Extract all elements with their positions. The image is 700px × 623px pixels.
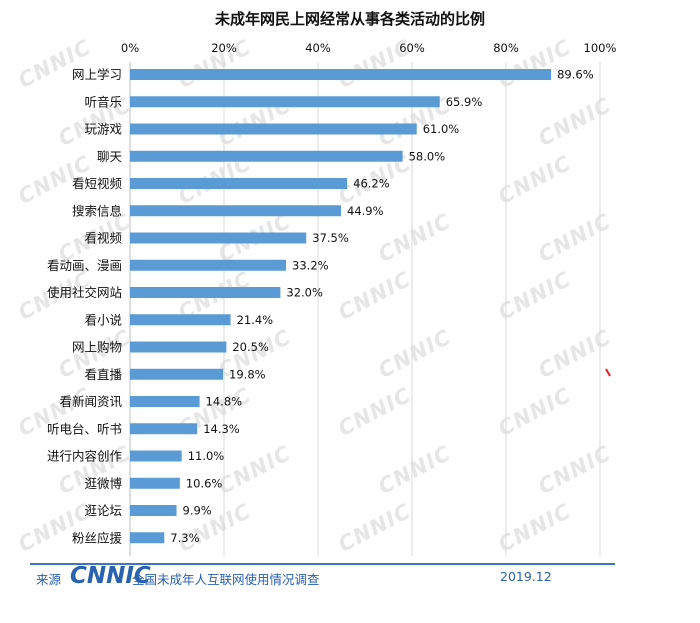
value-label: 61.0% [423, 122, 460, 136]
value-label: 89.6% [557, 68, 594, 82]
bar [130, 314, 231, 326]
value-label: 19.8% [229, 367, 266, 381]
x-tick-label: 40% [305, 41, 331, 55]
value-label: 44.9% [347, 204, 384, 218]
watermark-text: CNNIC [334, 383, 415, 441]
watermark-text: CNNIC [534, 325, 615, 383]
value-label: 9.9% [183, 504, 212, 518]
x-tick-label: 80% [493, 41, 519, 55]
category-label: 看动画、漫画 [47, 258, 122, 273]
bar [130, 396, 200, 407]
cnnic-logo: CNNIC [70, 563, 151, 589]
bar [130, 205, 342, 217]
x-tick-label: 60% [399, 41, 425, 55]
value-label: 32.0% [286, 286, 323, 300]
category-label: 看小说 [84, 312, 122, 327]
value-label: 14.8% [206, 395, 243, 409]
bar [130, 150, 403, 162]
category-label: 看新闻资讯 [59, 394, 122, 409]
watermark-text: CNNIC [334, 499, 415, 557]
bar [130, 123, 417, 135]
survey-name: 全国未成年人互联网使用情况调查 [132, 572, 320, 587]
watermark-text: CNNIC [374, 209, 455, 267]
value-label: 65.9% [446, 95, 483, 109]
value-label: 14.3% [203, 422, 240, 436]
watermark-text: CNNIC [374, 325, 455, 383]
bars [130, 69, 552, 544]
watermark-text: CNNIC [534, 209, 615, 267]
watermark-text: CNNIC [14, 499, 95, 557]
x-axis-ticks: 0% 20% 40% 60% 80% 100% [121, 41, 617, 55]
category-label: 使用社交网站 [47, 285, 122, 300]
category-label: 网上购物 [72, 340, 122, 355]
value-label: 10.6% [186, 476, 223, 490]
category-label: 搜索信息 [72, 203, 122, 218]
source-label: 来源 [36, 572, 62, 587]
x-tick-label: 20% [211, 41, 237, 55]
value-label: 11.0% [188, 449, 225, 463]
value-label: 46.2% [353, 177, 390, 191]
category-label: 聊天 [97, 149, 123, 164]
value-label: 37.5% [312, 231, 349, 245]
category-label: 玩游戏 [84, 122, 122, 137]
category-label: 粉丝应援 [72, 530, 123, 545]
category-labels: 网上学习听音乐玩游戏聊天看短视频搜索信息看视频看动画、漫画使用社交网站看小说网上… [47, 67, 123, 545]
bar [130, 341, 227, 353]
value-label: 7.3% [170, 531, 199, 545]
bar [130, 96, 440, 108]
x-tick-label: 100% [584, 41, 617, 55]
category-label: 看视频 [84, 231, 122, 246]
watermark-text: CNNIC [334, 267, 415, 325]
value-label: 58.0% [409, 149, 446, 163]
red-stroke-mark [605, 368, 611, 377]
report-date: 2019.12 [500, 569, 552, 584]
bar [130, 69, 552, 80]
watermark-text: CNNIC [214, 441, 295, 499]
category-label: 听音乐 [84, 94, 122, 109]
bar [130, 287, 281, 298]
value-label: 33.2% [292, 258, 329, 272]
x-tick-label: 0% [121, 41, 139, 55]
watermark-text: CNNIC [534, 441, 615, 499]
bar [130, 232, 307, 244]
category-label: 进行内容创作 [47, 449, 123, 464]
watermark-text: CNNIC [534, 93, 615, 151]
chart-title: 未成年网民上网经常从事各类活动的比例 [214, 10, 485, 28]
category-label: 看直播 [84, 367, 122, 382]
category-label: 看短视频 [72, 176, 123, 191]
category-label: 逛微博 [84, 476, 122, 491]
category-label: 网上学习 [72, 67, 122, 82]
bar [130, 368, 224, 380]
bar [130, 505, 177, 516]
bar [130, 477, 180, 489]
bar [130, 259, 287, 271]
watermark-text: CNNIC [14, 35, 95, 93]
bar [130, 178, 348, 189]
gridlines [129, 62, 601, 556]
watermark-text: CNNIC [374, 441, 455, 499]
footer: 来源 CNNIC 全国未成年人互联网使用情况调查 2019.12 [30, 563, 615, 603]
bar [130, 532, 165, 544]
category-label: 逛论坛 [84, 503, 122, 518]
category-label: 听电台、听书 [47, 421, 122, 436]
value-label: 21.4% [237, 313, 274, 327]
footer-rule [30, 563, 615, 565]
value-label: 20.5% [232, 340, 269, 354]
bar [130, 450, 182, 462]
bar [130, 423, 198, 435]
value-labels: 89.6% 65.9% 61.0% 58.0% 46.2% 44.9% 37.5% 33.2%… [170, 68, 593, 545]
